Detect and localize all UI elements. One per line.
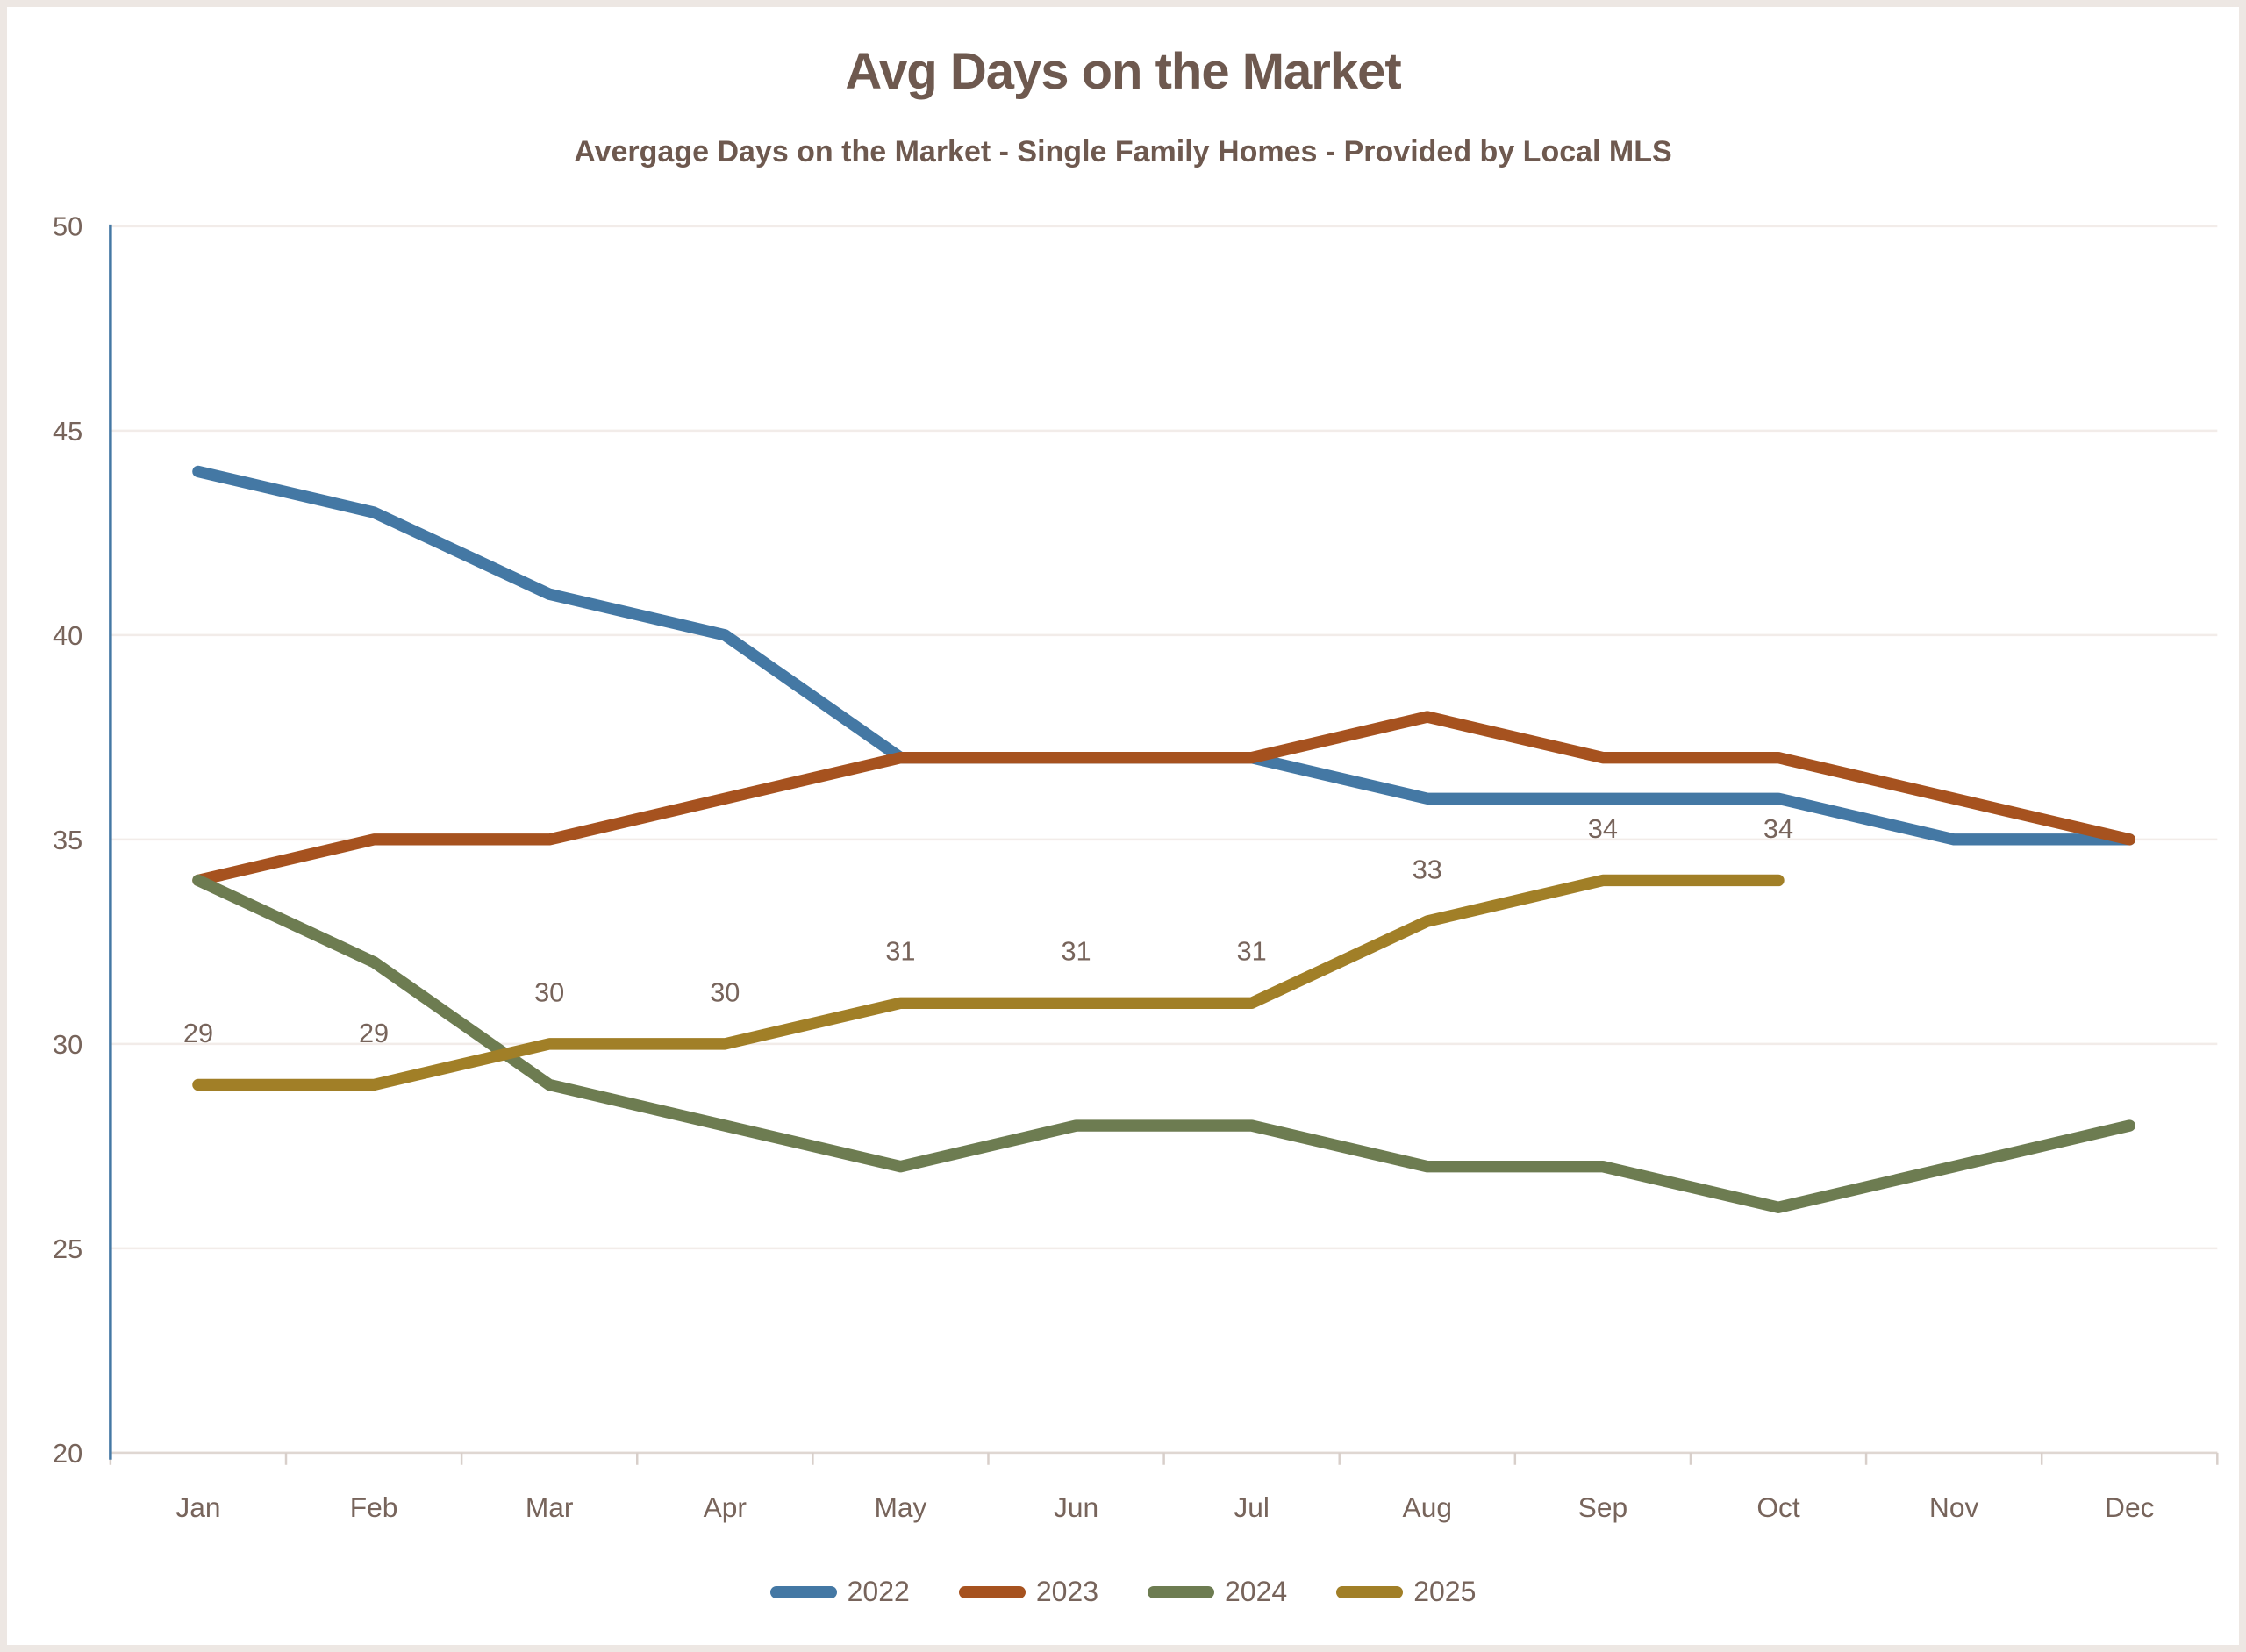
- data-label-2025-Feb: 29: [359, 1018, 389, 1048]
- data-label-2025-May: 31: [885, 936, 915, 967]
- chart-subtitle: Avergage Days on the Market - Single Fam…: [574, 135, 1672, 168]
- data-label-2025-Sep: 34: [1588, 813, 1618, 844]
- data-label-2025-Jun: 31: [1061, 936, 1091, 967]
- series-line-2025: [192, 874, 1785, 1091]
- chart-title: Avg Days on the Market: [845, 43, 1401, 100]
- legend-label-2022: 2022: [847, 1576, 910, 1607]
- legend-item-2022: 2022: [769, 1576, 910, 1608]
- x-axis-month-label: Oct: [1756, 1491, 1800, 1523]
- data-label-2025-Jan: 29: [183, 1018, 213, 1048]
- data-label-2025-Apr: 30: [710, 976, 740, 1007]
- data-label-2025-Mar: 30: [534, 976, 564, 1007]
- series-line-2024: [192, 874, 2135, 1213]
- legend: 2022 2023 2024 2025: [7, 1576, 2239, 1608]
- legend-swatch-2023: [958, 1585, 1026, 1598]
- series-line-2022: [192, 465, 2135, 846]
- legend-item-2023: 2023: [958, 1576, 1098, 1608]
- y-axis-tick-label: 30: [53, 1029, 82, 1060]
- x-axis-month-label: Aug: [1403, 1491, 1452, 1523]
- x-axis-month-label: Feb: [350, 1491, 398, 1523]
- data-label-2025-Jul: 31: [1237, 936, 1267, 967]
- y-axis-tick-label: 25: [53, 1234, 82, 1264]
- y-axis-tick-label: 45: [53, 416, 82, 447]
- legend-swatch-2022: [769, 1585, 837, 1598]
- legend-label-2023: 2023: [1035, 1576, 1098, 1607]
- y-axis-tick-label: 40: [53, 620, 82, 651]
- y-axis-tick-label: 35: [53, 825, 82, 855]
- y-axis-tick-label: 20: [53, 1438, 82, 1469]
- legend-swatch-2025: [1336, 1585, 1404, 1598]
- x-axis-month-label: May: [874, 1491, 926, 1523]
- x-axis-month-label: Apr: [704, 1491, 747, 1523]
- x-axis-month-label: Nov: [1929, 1491, 1979, 1523]
- legend-swatch-2024: [1148, 1585, 1214, 1598]
- x-axis-month-label: Jul: [1234, 1491, 1270, 1523]
- data-label-2025-Oct: 34: [1763, 813, 1793, 844]
- data-label-2025-Aug: 33: [1413, 854, 1442, 884]
- x-axis-month-label: Jan: [175, 1491, 220, 1523]
- x-axis-month-label: Dec: [2105, 1491, 2155, 1523]
- x-axis-month-label: Mar: [526, 1491, 574, 1523]
- legend-label-2024: 2024: [1225, 1576, 1288, 1607]
- series-line-2023: [192, 711, 2135, 887]
- legend-label-2025: 2025: [1413, 1576, 1477, 1607]
- legend-item-2024: 2024: [1148, 1576, 1287, 1608]
- legend-item-2025: 2025: [1336, 1576, 1476, 1608]
- x-axis-month-label: Sep: [1578, 1491, 1627, 1523]
- plot-area: 20 25 30 35 40 45 50 Jan Feb Mar Apr May Jun Jul Aug Se…: [53, 211, 2219, 1523]
- y-axis-tick-label: 50: [53, 211, 82, 242]
- x-axis-month-label: Jun: [1054, 1491, 1098, 1523]
